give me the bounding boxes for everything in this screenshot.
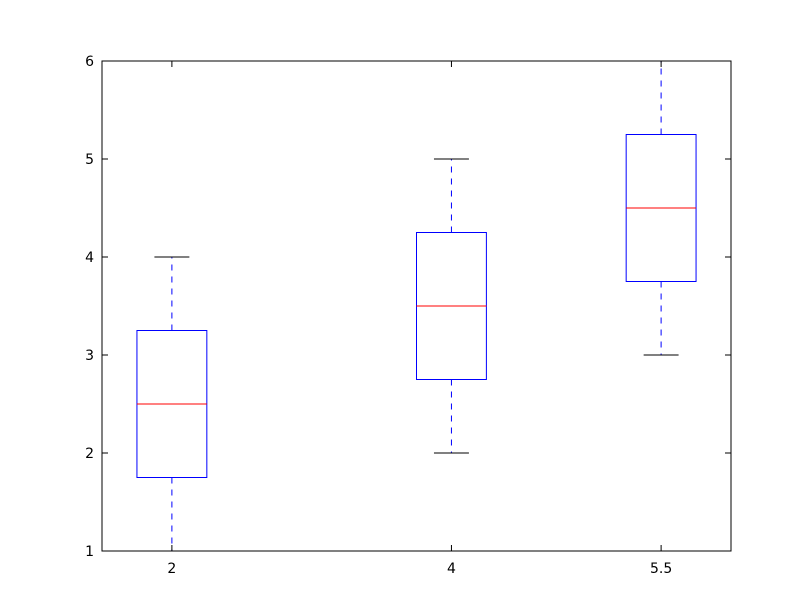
y-tick-label: 2 — [85, 446, 94, 462]
box-group-1 — [416, 158, 487, 454]
x-tick-label: 5.5 — [650, 561, 672, 577]
y-tick-label: 5 — [85, 152, 94, 168]
y-tick-label: 6 — [85, 54, 94, 70]
x-tick-label: 2 — [167, 561, 176, 577]
y-tick-label: 3 — [85, 348, 94, 364]
y-tick-label: 1 — [85, 544, 94, 560]
axes-frame — [101, 60, 732, 552]
x-tick-label: 4 — [447, 561, 456, 577]
y-tick-label: 4 — [85, 250, 94, 266]
